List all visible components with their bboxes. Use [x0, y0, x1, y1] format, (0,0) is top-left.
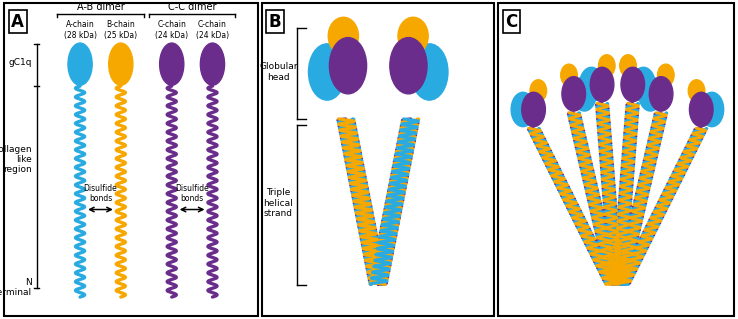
- Text: B: B: [269, 12, 282, 31]
- Ellipse shape: [562, 77, 585, 111]
- Ellipse shape: [308, 44, 345, 100]
- Text: A: A: [11, 12, 24, 31]
- Text: C-chain
(24 kDa): C-chain (24 kDa): [155, 20, 188, 40]
- Text: Triple
helical
strand: Triple helical strand: [263, 188, 293, 218]
- Ellipse shape: [329, 38, 367, 94]
- Text: C-C dimer: C-C dimer: [168, 2, 216, 12]
- Ellipse shape: [638, 77, 662, 111]
- Text: Disulfide
bonds: Disulfide bonds: [175, 184, 209, 203]
- Ellipse shape: [108, 43, 133, 85]
- Ellipse shape: [621, 67, 644, 102]
- Ellipse shape: [590, 67, 614, 102]
- Ellipse shape: [201, 43, 224, 85]
- Ellipse shape: [68, 43, 92, 85]
- Text: Collagen
like
region: Collagen like region: [0, 145, 32, 174]
- Text: N
terminal: N terminal: [0, 278, 32, 297]
- Ellipse shape: [159, 43, 184, 85]
- Ellipse shape: [700, 92, 724, 127]
- Ellipse shape: [599, 55, 615, 77]
- Text: Globular
head: Globular head: [259, 62, 297, 82]
- Ellipse shape: [530, 80, 547, 102]
- Ellipse shape: [522, 92, 545, 127]
- Ellipse shape: [689, 80, 705, 102]
- Ellipse shape: [390, 38, 427, 94]
- Ellipse shape: [573, 77, 596, 111]
- Text: A-chain
(28 kDa): A-chain (28 kDa): [63, 20, 97, 40]
- Text: A-B dimer: A-B dimer: [77, 2, 124, 12]
- Ellipse shape: [561, 64, 577, 86]
- Text: C: C: [506, 12, 517, 31]
- Ellipse shape: [398, 17, 428, 55]
- Text: B-chain
(25 kDa): B-chain (25 kDa): [104, 20, 137, 40]
- Ellipse shape: [632, 67, 655, 102]
- Text: Disulfide
bonds: Disulfide bonds: [83, 184, 117, 203]
- Text: gC1q: gC1q: [8, 58, 32, 67]
- Ellipse shape: [579, 67, 603, 102]
- Ellipse shape: [411, 44, 448, 100]
- Ellipse shape: [689, 92, 713, 127]
- Ellipse shape: [511, 92, 535, 127]
- Text: C-chain
(24 kDa): C-chain (24 kDa): [196, 20, 229, 40]
- Ellipse shape: [328, 17, 359, 55]
- Ellipse shape: [658, 64, 674, 86]
- Ellipse shape: [620, 55, 636, 77]
- Ellipse shape: [649, 77, 673, 111]
